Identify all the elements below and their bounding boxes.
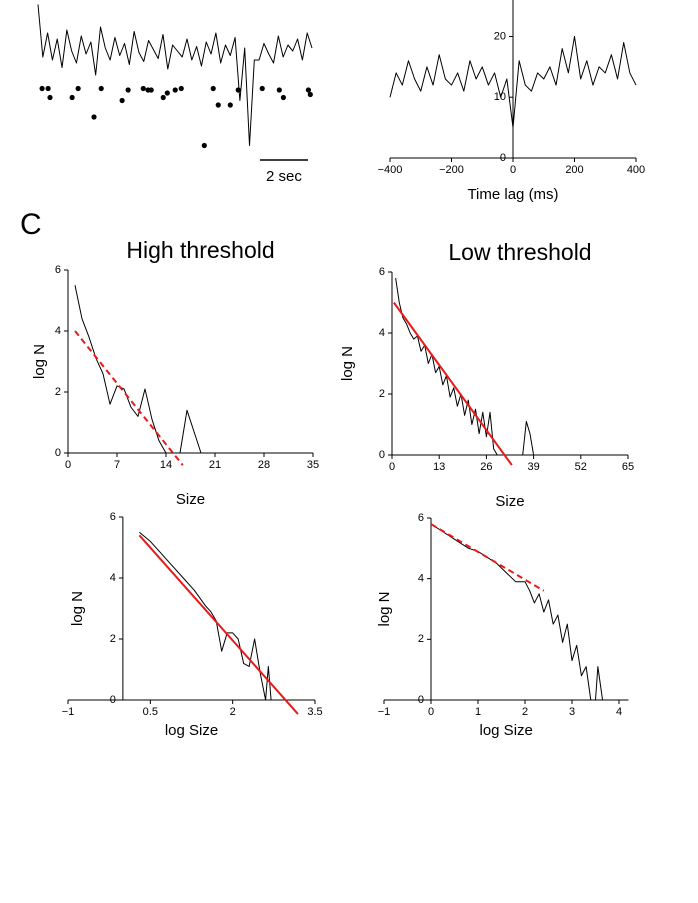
y-tick-label: 0	[500, 152, 506, 164]
y-tick-label: 0	[418, 694, 424, 706]
spike-dot	[140, 85, 146, 92]
spike-dot	[201, 142, 207, 149]
x-tick-label: 0	[389, 461, 395, 473]
x-tick-label: 7	[114, 459, 120, 471]
x-axis-label: Time lag (ms)	[467, 186, 558, 203]
x-tick-label: 35	[307, 459, 319, 471]
y-tick-label: 2	[55, 386, 61, 398]
y-axis-label: log N	[376, 591, 393, 626]
x-tick-label: 0.5	[143, 706, 158, 718]
x-tick-label: 14	[160, 459, 172, 471]
spike-dot	[119, 97, 125, 104]
spike-dot	[75, 85, 81, 92]
spike-dot	[215, 102, 221, 108]
y-axis-label: log N	[69, 591, 86, 626]
spike-dot	[259, 85, 265, 92]
spike-dot	[307, 91, 313, 98]
chart-title: Low threshold	[448, 239, 591, 265]
y-tick-label: 0	[379, 449, 385, 461]
fit-line	[138, 534, 299, 715]
x-tick-label: −1	[62, 706, 75, 718]
spike-dot	[148, 87, 154, 93]
x-tick-label: −200	[439, 164, 464, 176]
spike-dot	[172, 87, 178, 93]
x-tick-label: −1	[378, 706, 391, 718]
y-tick-label: 6	[418, 512, 424, 524]
y-axis-label: log N	[339, 346, 356, 381]
panel-label: C	[20, 208, 42, 241]
fit-line	[393, 301, 513, 466]
y-tick-label: 4	[379, 327, 385, 339]
data-line	[389, 35, 637, 129]
x-tick-label: 28	[258, 459, 270, 471]
scale-bar-label: 2 sec	[266, 168, 302, 185]
data-line	[74, 285, 313, 454]
spike-dot	[227, 102, 233, 108]
x-tick-label: 3	[569, 706, 575, 718]
x-tick-label: 0	[428, 706, 434, 718]
spike-dot	[178, 85, 184, 92]
spike-dot	[125, 87, 131, 93]
y-tick-label: 2	[110, 633, 116, 645]
x-tick-label: 13	[433, 461, 445, 473]
x-tick-label: 200	[565, 164, 583, 176]
x-tick-label: 65	[622, 461, 634, 473]
spike-dot	[91, 114, 97, 120]
x-axis-label: log Size	[165, 722, 218, 739]
x-tick-label: 2	[522, 706, 528, 718]
y-axis-label: log N	[31, 344, 48, 379]
chart-title: High threshold	[126, 237, 274, 263]
x-axis-label: Size	[495, 493, 524, 510]
x-tick-label: 21	[209, 459, 221, 471]
spike-dot	[164, 90, 170, 96]
y-tick-label: 4	[110, 572, 116, 584]
x-axis-label: Size	[176, 491, 205, 508]
x-tick-label: 400	[627, 164, 645, 176]
spike-dot	[235, 87, 241, 93]
y-tick-label: 10	[494, 91, 506, 103]
spike-dot	[45, 85, 51, 92]
y-tick-label: 0	[110, 694, 116, 706]
spike-dot	[160, 94, 166, 101]
x-tick-label: 0	[65, 459, 71, 471]
y-tick-label: 6	[110, 511, 116, 523]
y-tick-label: 0	[55, 447, 61, 459]
data-line	[37, 4, 313, 146]
data-line	[395, 278, 628, 456]
x-tick-label: 4	[616, 706, 622, 718]
x-tick-label: 39	[527, 461, 539, 473]
spike-dot	[305, 87, 311, 93]
data-line	[430, 523, 629, 701]
fit-line	[430, 523, 545, 592]
x-tick-label: −400	[378, 164, 403, 176]
spike-dot	[47, 94, 53, 101]
x-tick-label: 26	[480, 461, 492, 473]
x-tick-label: 3.5	[307, 706, 322, 718]
y-tick-label: 6	[379, 266, 385, 278]
y-tick-label: 4	[55, 325, 61, 337]
spike-dot	[39, 85, 45, 92]
x-tick-label: 1	[475, 706, 481, 718]
y-tick-label: 20	[494, 30, 506, 42]
y-tick-label: 6	[55, 264, 61, 276]
y-tick-label: 2	[418, 633, 424, 645]
x-tick-label: 0	[510, 164, 516, 176]
x-tick-label: 2	[230, 706, 236, 718]
spike-dot	[69, 94, 75, 101]
data-line	[139, 531, 315, 701]
x-axis-label: log Size	[480, 722, 533, 739]
spike-dot	[280, 94, 286, 101]
y-tick-label: 4	[418, 573, 424, 585]
x-tick-label: 52	[575, 461, 587, 473]
spike-dot	[210, 85, 216, 92]
fit-line	[74, 330, 184, 466]
y-tick-label: 2	[379, 388, 385, 400]
spike-dot	[98, 85, 104, 92]
spike-dot	[276, 87, 282, 93]
